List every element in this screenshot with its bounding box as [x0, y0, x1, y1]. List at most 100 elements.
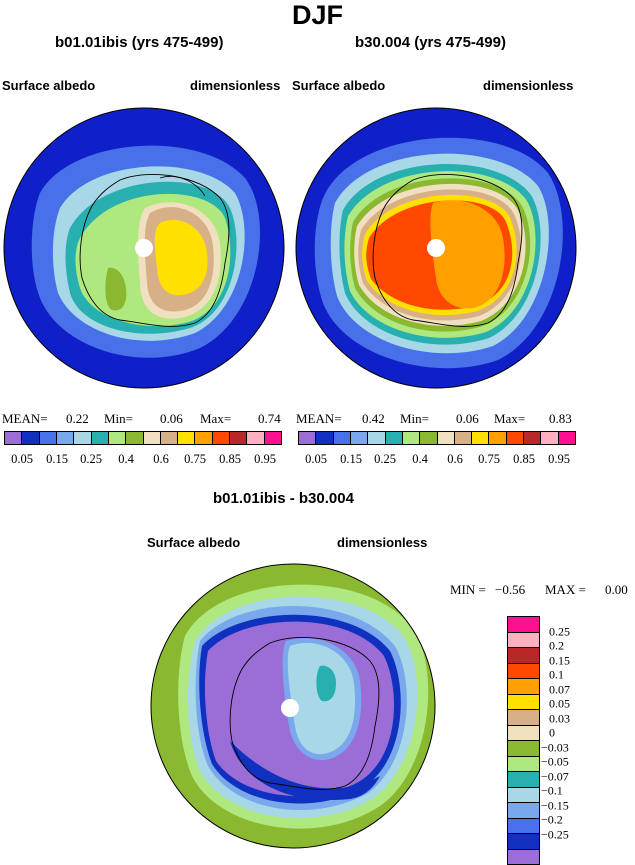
diff-max-value: 0.00	[605, 582, 628, 598]
figure-title: DJF	[0, 0, 635, 31]
panel2-max-label: Max=	[494, 411, 525, 427]
diff-colorbar-label: 0.07	[549, 683, 570, 698]
colorbar-swatch	[402, 431, 420, 445]
diff-colorbar-label: 0	[549, 726, 555, 741]
diff-colorbar-label: 0.05	[549, 697, 570, 712]
colorbar-swatch	[488, 431, 506, 445]
colorbar-swatch	[264, 431, 282, 445]
colorbar-swatch	[506, 431, 524, 445]
colorbar-swatch	[507, 678, 540, 695]
colorbar-swatch	[507, 663, 540, 680]
colorbar-swatch	[229, 431, 247, 445]
panel2-title: b30.004 (yrs 475-499)	[355, 34, 506, 51]
panel1-mean-label: MEAN=	[2, 411, 48, 427]
colorbar-swatch	[523, 431, 541, 445]
colorbar-swatch	[298, 431, 316, 445]
colorbar-swatch	[419, 431, 437, 445]
panel2-colorbar-tick: 0.95	[548, 452, 570, 467]
diff-colorbar-label: 0.2	[549, 639, 564, 654]
panel2-mean-value: 0.42	[362, 411, 385, 427]
diff-min-value: −0.56	[495, 582, 525, 598]
colorbar-swatch	[367, 431, 385, 445]
colorbar-swatch	[437, 431, 455, 445]
panel2-colorbar-tick: 0.25	[374, 452, 396, 467]
colorbar-swatch	[212, 431, 230, 445]
panel1-units: dimensionless	[190, 78, 280, 93]
colorbar-swatch	[194, 431, 212, 445]
diff-colorbar-label: −0.25	[541, 828, 569, 843]
colorbar-swatch	[507, 833, 540, 850]
diff-variable: Surface albedo	[147, 535, 240, 550]
map-panel1	[0, 98, 292, 390]
colorbar-swatch	[73, 431, 91, 445]
panel1-colorbar-tick: 0.95	[254, 452, 276, 467]
colorbar-swatch	[160, 431, 178, 445]
panel1-max-value: 0.74	[258, 411, 281, 427]
panel2-colorbar	[298, 431, 576, 445]
diff-colorbar-label: 0.25	[549, 625, 570, 640]
colorbar-swatch	[507, 694, 540, 711]
panel1-min-label: Min=	[104, 411, 133, 427]
colorbar-swatch	[39, 431, 57, 445]
colorbar-swatch	[125, 431, 143, 445]
map-panel2	[293, 98, 585, 390]
diff-units: dimensionless	[337, 535, 427, 550]
diff-colorbar	[507, 617, 540, 865]
colorbar-swatch	[56, 431, 74, 445]
colorbar-swatch	[507, 616, 540, 633]
panel2-max-value: 0.83	[549, 411, 572, 427]
panel2-colorbar-tick: 0.75	[478, 452, 500, 467]
diff-colorbar-label: 0.1	[549, 668, 564, 683]
panel1-max-label: Max=	[200, 411, 231, 427]
panel1-colorbar-tick: 0.4	[118, 452, 134, 467]
panel1-colorbar-tick: 0.05	[11, 452, 33, 467]
colorbar-swatch	[246, 431, 264, 445]
panel1-mean-value: 0.22	[66, 411, 89, 427]
colorbar-swatch	[454, 431, 472, 445]
panel2-colorbar-tick: 0.05	[305, 452, 327, 467]
colorbar-swatch	[143, 431, 161, 445]
colorbar-swatch	[507, 632, 540, 649]
colorbar-swatch	[507, 818, 540, 835]
colorbar-swatch	[471, 431, 489, 445]
diff-colorbar-label: −0.07	[541, 770, 569, 785]
panel2-min-label: Min=	[400, 411, 429, 427]
colorbar-swatch	[21, 431, 39, 445]
colorbar-swatch	[507, 647, 540, 664]
colorbar-swatch	[507, 771, 540, 788]
diff-colorbar-label: −0.1	[541, 784, 563, 799]
colorbar-swatch	[507, 709, 540, 726]
colorbar-swatch	[540, 431, 558, 445]
panel2-colorbar-tick: 0.15	[340, 452, 362, 467]
diff-colorbar-label: −0.2	[541, 813, 563, 828]
colorbar-swatch	[4, 431, 22, 445]
colorbar-swatch	[350, 431, 368, 445]
colorbar-swatch	[315, 431, 333, 445]
panel2-colorbar-tick: 0.6	[447, 452, 463, 467]
panel2-min-value: 0.06	[456, 411, 479, 427]
diff-colorbar-label: 0.15	[549, 654, 570, 669]
diff-colorbar-label: −0.05	[541, 755, 569, 770]
colorbar-swatch	[91, 431, 109, 445]
colorbar-swatch	[177, 431, 195, 445]
panel2-variable: Surface albedo	[292, 78, 385, 93]
panel1-title: b01.01ibis (yrs 475-499)	[55, 34, 223, 51]
diff-title: b01.01ibis - b30.004	[213, 490, 354, 507]
colorbar-swatch	[108, 431, 126, 445]
panel1-variable: Surface albedo	[2, 78, 95, 93]
diff-colorbar-label: −0.15	[541, 799, 569, 814]
panel1-colorbar-tick: 0.75	[184, 452, 206, 467]
colorbar-swatch	[385, 431, 403, 445]
diff-colorbar-label: −0.03	[541, 741, 569, 756]
diff-colorbar-label: 0.03	[549, 712, 570, 727]
panel1-colorbar	[4, 431, 282, 445]
colorbar-swatch	[507, 756, 540, 773]
panel1-colorbar-tick: 0.25	[80, 452, 102, 467]
panel1-colorbar-tick: 0.6	[153, 452, 169, 467]
colorbar-swatch	[558, 431, 576, 445]
panel1-colorbar-tick: 0.85	[219, 452, 241, 467]
map-difference	[150, 561, 440, 851]
colorbar-swatch	[507, 787, 540, 804]
diff-max-label: MAX =	[545, 582, 586, 598]
panel2-mean-label: MEAN=	[296, 411, 342, 427]
